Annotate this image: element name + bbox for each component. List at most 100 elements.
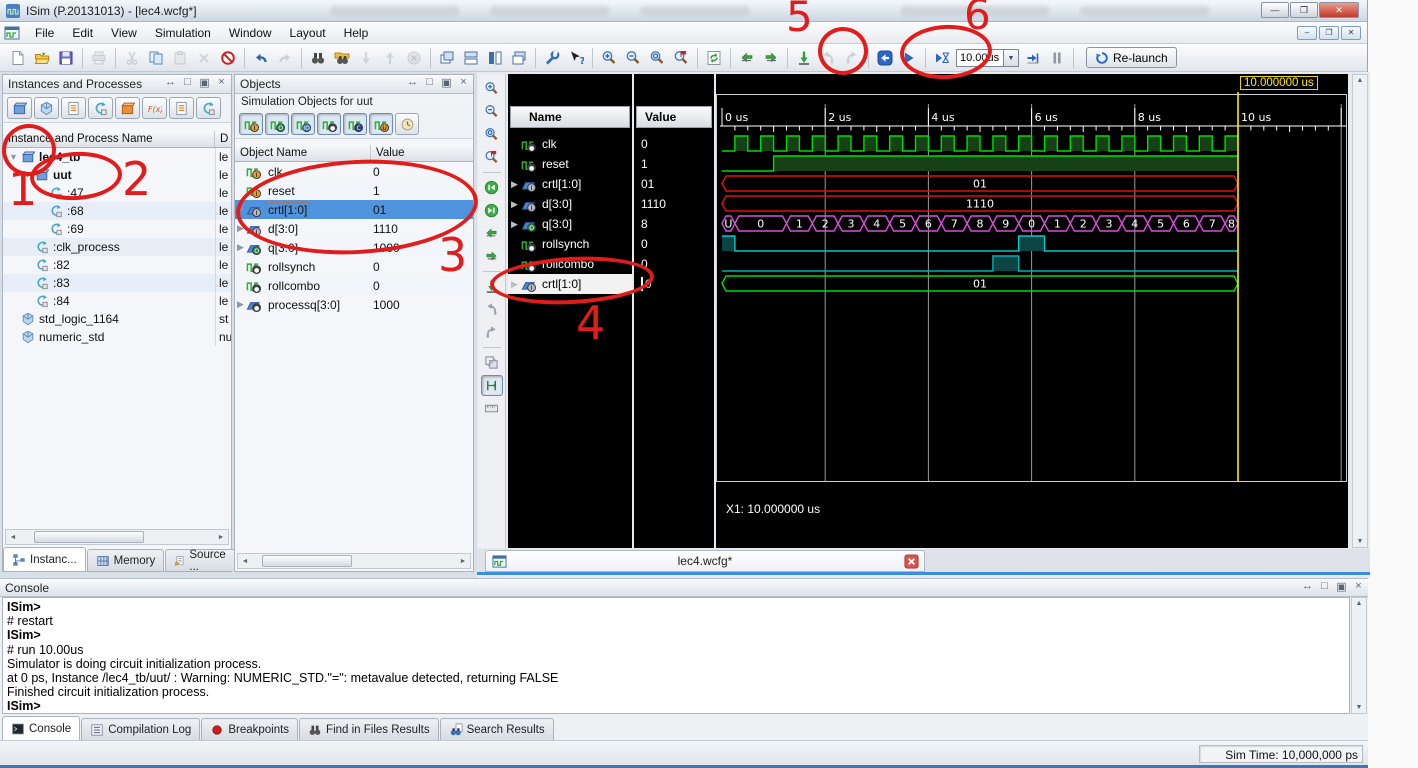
run-button[interactable] <box>897 46 921 70</box>
tree-item-82[interactable]: :82 le <box>3 256 231 274</box>
panel-maximize-icon[interactable]: □ <box>184 76 191 88</box>
console-output[interactable]: ISim> # restart ISim> # run 10.00us Simulato… <box>2 597 1350 714</box>
pause-button[interactable] <box>1045 46 1069 70</box>
wave-pprev-button[interactable] <box>481 299 503 320</box>
menu-view[interactable]: View <box>111 26 137 40</box>
panel-tab-instanc-[interactable]: Instanc... <box>3 547 86 571</box>
downg-button[interactable] <box>354 46 378 70</box>
panel-dock-icon[interactable]: ▣ <box>199 77 210 89</box>
relaunch-button[interactable]: Re-launch <box>1086 47 1177 68</box>
objects-filter-sigO-button[interactable]: O <box>265 113 289 135</box>
tree-item-lec4_tb[interactable]: ▼ lec4_tb le <box>3 148 231 166</box>
zin-button[interactable] <box>597 46 621 70</box>
paste-button[interactable] <box>168 46 192 70</box>
gototime-button[interactable] <box>792 46 816 70</box>
object-row-rollcombo[interactable]: ● rollcombo 0 <box>235 276 473 295</box>
objects-filter-clock-button[interactable] <box>395 113 419 135</box>
panel-dock-icon[interactable]: ▣ <box>441 77 452 89</box>
wave-swap-button[interactable] <box>481 352 503 373</box>
instances-filter-doclines-button[interactable] <box>61 97 86 119</box>
tab-lec4-wcfg[interactable]: lec4.wcfg* <box>485 550 925 572</box>
wtilev-button[interactable] <box>483 46 507 70</box>
wave-signal-reset-row[interactable]: ● reset <box>508 154 632 174</box>
minimize-button[interactable]: — <box>1261 2 1289 18</box>
objects-filter-sigIO-button[interactable]: IO <box>291 113 315 135</box>
tree-item-69[interactable]: :69 le <box>3 220 231 238</box>
console-tab-search-results[interactable]: Search Results <box>439 718 554 740</box>
menu-window[interactable]: Window <box>228 26 272 40</box>
column-header-object-name[interactable]: Object Name <box>235 145 371 161</box>
zcur-button[interactable] <box>669 46 693 70</box>
tree-item-numeric_std[interactable]: numeric_std nu <box>3 328 231 346</box>
restart-button[interactable] <box>873 46 897 70</box>
console-tab-breakpoints[interactable]: Breakpoints <box>201 718 299 740</box>
panel-tab-memory[interactable]: Memory <box>86 549 165 571</box>
ptrans-button[interactable] <box>735 46 759 70</box>
column-header-instance[interactable]: Instance and Process Name <box>3 131 215 147</box>
column-header-value[interactable]: Value <box>376 147 405 159</box>
object-row-processq30[interactable]: ▶ ● processq[3:0] 1000 <box>237 297 400 312</box>
zout-button[interactable] <box>621 46 645 70</box>
panel-float-icon[interactable]: ↔ <box>1302 580 1313 592</box>
delx-button[interactable] <box>192 46 216 70</box>
objects-filter-sigU-button[interactable]: U <box>369 113 393 135</box>
wave-gototime-button[interactable] <box>481 276 503 297</box>
wave-ruler-button[interactable] <box>481 398 503 419</box>
binoc-button[interactable] <box>306 46 330 70</box>
wave-signal-rollsynch-row[interactable]: ● rollsynch <box>508 234 632 254</box>
wcascade-button[interactable] <box>435 46 459 70</box>
undo-button[interactable] <box>249 46 273 70</box>
tree-item-84[interactable]: :84 le <box>3 292 231 310</box>
panel-tab-source-[interactable]: Source ... <box>165 549 238 573</box>
abort-button[interactable] <box>402 46 426 70</box>
binocfolder-button[interactable] <box>330 46 354 70</box>
panel-close-icon[interactable]: × <box>460 76 467 88</box>
console-tab-compilation-log[interactable]: Compilation Log <box>81 718 201 740</box>
step-button[interactable] <box>1021 46 1045 70</box>
menu-edit[interactable]: Edit <box>72 26 94 40</box>
newdoc-button[interactable] <box>6 46 30 70</box>
tree-item-68[interactable]: :68 le <box>3 202 231 220</box>
wave-zin-button[interactable] <box>481 78 503 99</box>
nosign-button[interactable] <box>216 46 240 70</box>
runfor-button[interactable] <box>930 46 954 70</box>
wave-plot-area[interactable]: 0 us 2 us 4 us 6 us 8 us 10 us 01 1110 U 0 1 2 3 4 5 6 7… <box>716 74 1348 548</box>
restore-button[interactable]: ❐ <box>1290 2 1318 18</box>
instances-filter-process-button[interactable] <box>196 97 221 119</box>
panel-close-icon[interactable]: × <box>1355 580 1362 592</box>
console-tab-console[interactable]: Console <box>2 716 81 740</box>
wave-value-header[interactable]: Value <box>636 106 712 128</box>
wave-signal-clk-row[interactable]: ● clk <box>508 134 632 154</box>
wave-tostart-button[interactable] <box>481 177 503 198</box>
instances-filter-fx-button[interactable]: F(x) <box>142 97 167 119</box>
save-button[interactable] <box>54 46 78 70</box>
wave-vscrollbar[interactable]: ▲ ▼ <box>1352 74 1368 548</box>
objects-filter-sigC-button[interactable]: C <box>343 113 367 135</box>
wave-zfull-button[interactable] <box>481 124 503 145</box>
console-vscrollbar[interactable]: ▲ ▼ <box>1351 597 1367 714</box>
tree-item-std_logic_1164[interactable]: std_logic_1164 st <box>3 310 231 328</box>
menu-help[interactable]: Help <box>343 26 369 40</box>
panel-float-icon[interactable]: ↔ <box>165 76 176 88</box>
upg-button[interactable] <box>378 46 402 70</box>
run-time-input[interactable] <box>956 48 1004 67</box>
wave-measure-button[interactable] <box>480 375 503 396</box>
objects-filter-sigI-button[interactable]: I <box>239 113 263 135</box>
ntrans-button[interactable] <box>759 46 783 70</box>
menu-layout[interactable]: Layout <box>289 26 326 40</box>
instances-filter-chipo-button[interactable] <box>115 97 140 119</box>
console-tab-find-in-files-results[interactable]: Find in Files Results <box>299 718 439 740</box>
redo-button[interactable] <box>273 46 297 70</box>
menu-simulation[interactable]: Simulation <box>154 26 211 40</box>
tree-item-47[interactable]: :47 le <box>3 184 231 202</box>
